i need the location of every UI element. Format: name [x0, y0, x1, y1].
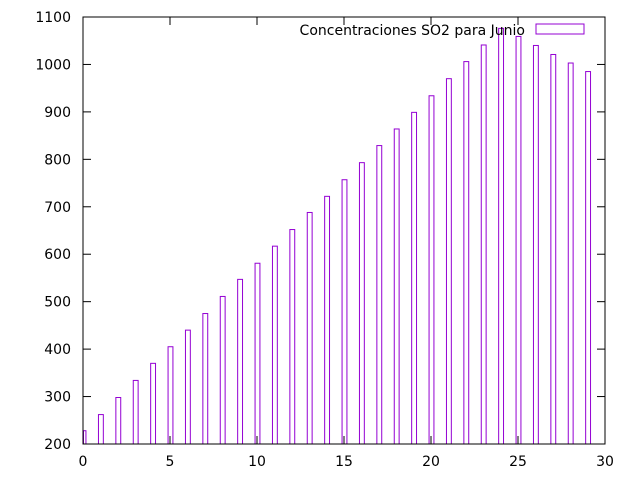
bar-12 — [289, 229, 296, 445]
y-tick-label-500: 500 — [44, 295, 71, 311]
bar-14 — [324, 195, 331, 445]
bar-20 — [428, 95, 435, 445]
bar-17 — [376, 145, 383, 445]
bar-2 — [115, 397, 122, 445]
axes-group: 0 5 10 15 20 25 30 200 300 400 500 600 700 800 900 1000… — [35, 10, 614, 470]
bar-25 — [515, 35, 522, 445]
legend-swatch — [535, 23, 585, 35]
bar-23 — [480, 44, 487, 445]
bar-0 — [83, 430, 87, 445]
x-tick-label-10: 10 — [248, 454, 266, 470]
y-tick-label-1000: 1000 — [35, 57, 71, 73]
bar-3 — [132, 379, 139, 445]
bars-group — [83, 27, 592, 445]
bar-8 — [219, 295, 226, 445]
bar-21 — [445, 78, 452, 445]
bar-9 — [237, 278, 244, 445]
bar-7 — [202, 313, 209, 445]
y-tick-label-800: 800 — [44, 152, 71, 168]
plot-frame — [82, 16, 606, 445]
bar-1 — [97, 414, 104, 445]
bar-15 — [341, 179, 348, 445]
y-tick-label-1100: 1100 — [35, 10, 71, 26]
x-tick-label-0: 0 — [79, 454, 88, 470]
bar-10 — [254, 262, 261, 445]
bar-11 — [271, 245, 278, 445]
bar-26 — [532, 44, 539, 445]
x-tick-label-20: 20 — [422, 454, 440, 470]
y-tick-label-900: 900 — [44, 105, 71, 121]
x-tick-label-30: 30 — [596, 454, 614, 470]
y-tick-label-200: 200 — [44, 437, 71, 453]
y-tick-label-300: 300 — [44, 390, 71, 406]
y-tick-label-700: 700 — [44, 200, 71, 216]
x-tick-label-25: 25 — [509, 454, 527, 470]
bar-27 — [550, 53, 557, 445]
bar-22 — [463, 61, 470, 445]
bar-19 — [411, 111, 418, 445]
legend-label: Concentraciones SO2 para Junio — [300, 23, 525, 39]
y-tick-label-400: 400 — [44, 342, 71, 358]
bar-6 — [184, 329, 191, 445]
bar-4 — [150, 362, 157, 445]
y-tick-label-600: 600 — [44, 247, 71, 263]
bar-16 — [358, 162, 365, 445]
x-tick-label-5: 5 — [166, 454, 175, 470]
bar-28 — [567, 62, 574, 445]
bar-24 — [498, 27, 505, 445]
bar-5 — [167, 346, 174, 445]
x-tick-label-15: 15 — [335, 454, 353, 470]
bar-29 — [585, 71, 592, 445]
bar-18 — [393, 128, 400, 445]
legend: Concentraciones SO2 para Junio — [300, 23, 585, 39]
bar-13 — [306, 211, 313, 445]
